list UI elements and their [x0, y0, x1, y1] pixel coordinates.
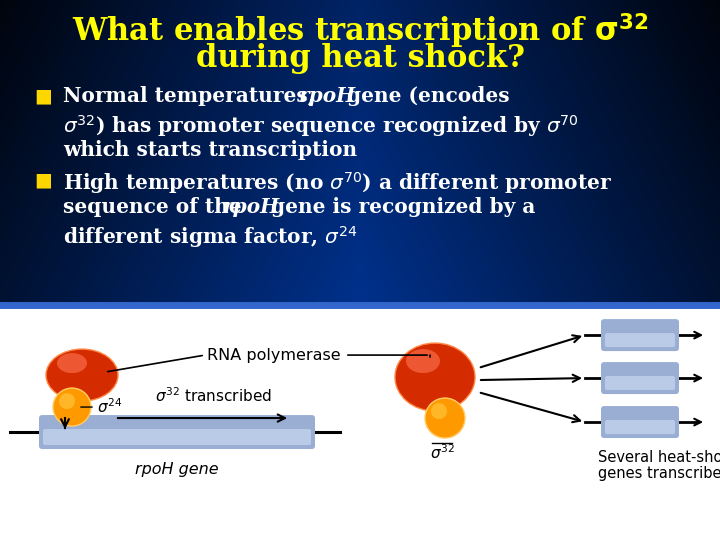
- Text: genes transcribed: genes transcribed: [598, 466, 720, 481]
- FancyBboxPatch shape: [605, 376, 675, 390]
- Ellipse shape: [57, 353, 87, 373]
- Text: $\sigma^{32}$ transcribed: $\sigma^{32}$ transcribed: [155, 386, 272, 405]
- FancyBboxPatch shape: [601, 406, 679, 438]
- Text: gene (encodes: gene (encodes: [340, 86, 510, 106]
- FancyBboxPatch shape: [39, 415, 315, 449]
- Ellipse shape: [395, 343, 475, 411]
- Text: rpoH gene: rpoH gene: [135, 462, 219, 477]
- Circle shape: [431, 403, 447, 419]
- Text: which starts transcription: which starts transcription: [63, 140, 358, 160]
- Text: Normal temperatures,: Normal temperatures,: [63, 86, 322, 106]
- Text: ■: ■: [35, 170, 53, 189]
- Text: $\sigma^{32}$: $\sigma^{32}$: [430, 443, 455, 462]
- Circle shape: [53, 388, 91, 426]
- Text: ■: ■: [35, 86, 53, 105]
- Ellipse shape: [406, 349, 440, 373]
- Text: $\sigma^{24}$: $\sigma^{24}$: [97, 397, 122, 416]
- Text: Several heat-shock: Several heat-shock: [598, 450, 720, 465]
- Text: rpoH: rpoH: [223, 197, 280, 217]
- Text: What enables transcription of $\mathbf{\sigma^{32}}$: What enables transcription of $\mathbf{\…: [72, 12, 648, 51]
- Text: gene is recognized by a: gene is recognized by a: [264, 197, 535, 217]
- Text: High temperatures (no $\sigma^{70}$) a different promoter: High temperatures (no $\sigma^{70}$) a d…: [63, 170, 613, 196]
- Text: RNA polymerase: RNA polymerase: [207, 348, 341, 362]
- Text: sequence of the: sequence of the: [63, 197, 249, 217]
- Text: $\sigma^{32}$) has promoter sequence recognized by $\sigma^{70}$: $\sigma^{32}$) has promoter sequence rec…: [63, 113, 579, 139]
- Circle shape: [59, 393, 75, 409]
- FancyBboxPatch shape: [43, 429, 311, 445]
- FancyBboxPatch shape: [605, 333, 675, 347]
- FancyBboxPatch shape: [601, 362, 679, 394]
- FancyBboxPatch shape: [605, 420, 675, 434]
- Circle shape: [425, 398, 465, 438]
- Ellipse shape: [46, 349, 118, 401]
- Text: during heat shock?: during heat shock?: [196, 43, 524, 74]
- FancyBboxPatch shape: [601, 319, 679, 351]
- Text: different sigma factor, $\sigma^{24}$: different sigma factor, $\sigma^{24}$: [63, 224, 358, 250]
- Text: rpoH: rpoH: [299, 86, 356, 106]
